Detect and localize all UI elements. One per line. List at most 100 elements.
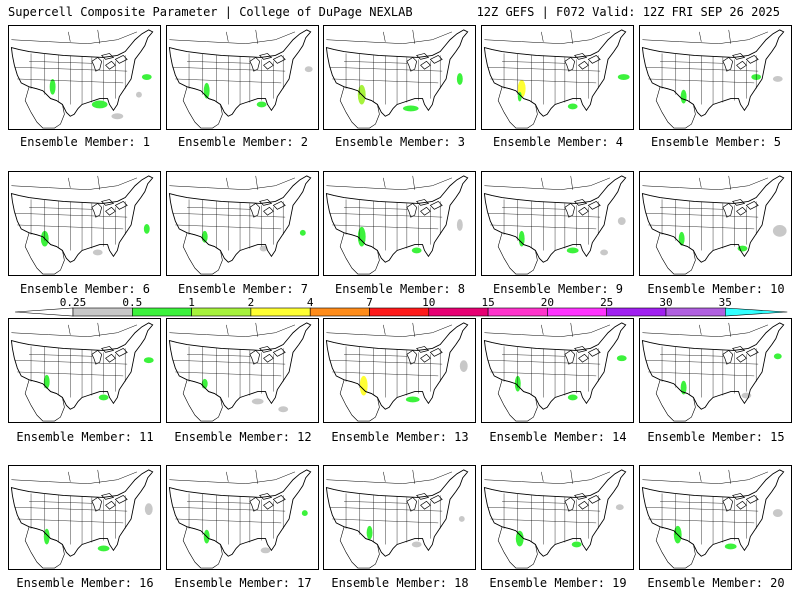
canada-border [642, 322, 769, 337]
basemap [168, 29, 313, 129]
state-border [502, 354, 565, 357]
mexico-outline [24, 86, 65, 129]
state-border [645, 507, 759, 512]
member-label-12: Ensemble Member: 12 [174, 430, 312, 444]
great-lake [272, 201, 286, 210]
basemap [10, 175, 154, 275]
great-lake [573, 493, 588, 500]
state-border [344, 207, 407, 210]
great-lake [406, 496, 418, 512]
state-border [17, 224, 124, 230]
state-border [344, 61, 407, 64]
great-lake [429, 495, 443, 504]
great-lake [272, 55, 286, 64]
great-lake [578, 353, 589, 363]
ensemble-map-6 [8, 171, 161, 276]
scp-contour-low [459, 360, 468, 372]
state-border [487, 67, 601, 72]
colorbar-tick-label: 0.25 [60, 296, 87, 309]
scp-contour-mid [43, 374, 50, 389]
state-border [490, 371, 597, 377]
state-border [329, 67, 443, 72]
great-lake [722, 56, 734, 72]
state-border [645, 67, 759, 72]
colorbar-tick-label: 10 [422, 296, 435, 309]
member-label-2: Ensemble Member: 2 [177, 135, 309, 149]
ensemble-map-11 [8, 318, 161, 423]
colorbar-right-arrow [724, 307, 788, 317]
mexico-outline [24, 526, 65, 569]
great-lake [249, 349, 261, 365]
great-lake [114, 55, 128, 64]
canada-border [11, 322, 138, 337]
basemap [10, 322, 154, 422]
state-border [344, 501, 407, 504]
basemap [325, 469, 469, 569]
state-border [172, 67, 286, 72]
scp-contour-mid [773, 353, 782, 360]
scp-contour-low [251, 398, 264, 405]
scp-contour-mid [143, 357, 154, 364]
great-lake [91, 56, 103, 72]
scp-contour-low [136, 91, 142, 98]
great-lake [91, 496, 103, 512]
scp-contour-mid [571, 541, 582, 548]
great-lake [420, 353, 431, 363]
canada-border [169, 175, 296, 190]
great-lake [736, 60, 747, 70]
canada-border [642, 469, 769, 484]
scp-contour-mid [141, 74, 152, 80]
scp-contour-low [456, 219, 463, 231]
canada-border [169, 29, 296, 44]
great-lake [731, 493, 746, 500]
great-lake [258, 493, 273, 500]
ensemble-map-7 [166, 171, 319, 276]
ensemble-map-4 [481, 25, 634, 130]
basemap [10, 469, 154, 569]
colorbar-left-arrow [14, 307, 74, 317]
basemap [641, 175, 787, 275]
ensemble-map-15 [639, 318, 792, 423]
great-lake [258, 199, 273, 206]
state-border [14, 507, 128, 512]
basemap [641, 322, 785, 422]
mexico-outline [24, 379, 65, 422]
scp-contour-mid [49, 78, 56, 95]
great-lake [745, 495, 759, 504]
mexico-outline [655, 232, 696, 275]
colorbar-tick-label: 35 [719, 296, 732, 309]
mexico-outline [655, 86, 696, 129]
member-label-7: Ensemble Member: 7 [177, 282, 309, 296]
scp-contour-mid [402, 105, 419, 112]
mexico-outline [182, 379, 223, 422]
great-lake [731, 346, 746, 353]
basemap [325, 29, 469, 129]
state-border [490, 518, 597, 524]
ensemble-map-8 [323, 171, 476, 276]
canada-border [484, 175, 611, 190]
colorbar-tick-label: 4 [307, 296, 314, 309]
great-lake [564, 56, 576, 72]
scp-contour-mid [617, 74, 630, 80]
great-lake [114, 201, 128, 210]
great-lake [578, 60, 589, 70]
colorbar-segment [191, 307, 252, 317]
state-border [648, 224, 755, 230]
state-border [332, 518, 439, 524]
mexico-outline [497, 232, 538, 275]
state-border [502, 61, 565, 64]
basemap [483, 29, 630, 129]
state-border [175, 518, 282, 524]
state-border [175, 78, 282, 84]
color-scale-bar: 0.25 0.5 1 2 4 7 10 15 20 25 30 35 [14, 296, 788, 317]
great-lake [564, 496, 576, 512]
great-lake [415, 346, 430, 353]
state-border [645, 213, 759, 218]
great-lake [587, 348, 601, 357]
scp-contour-mid [91, 100, 108, 109]
state-border [29, 61, 92, 64]
great-lake [100, 493, 115, 500]
great-lake [263, 60, 274, 70]
member-label-20: Ensemble Member: 20 [647, 576, 785, 590]
basemap [168, 469, 312, 569]
